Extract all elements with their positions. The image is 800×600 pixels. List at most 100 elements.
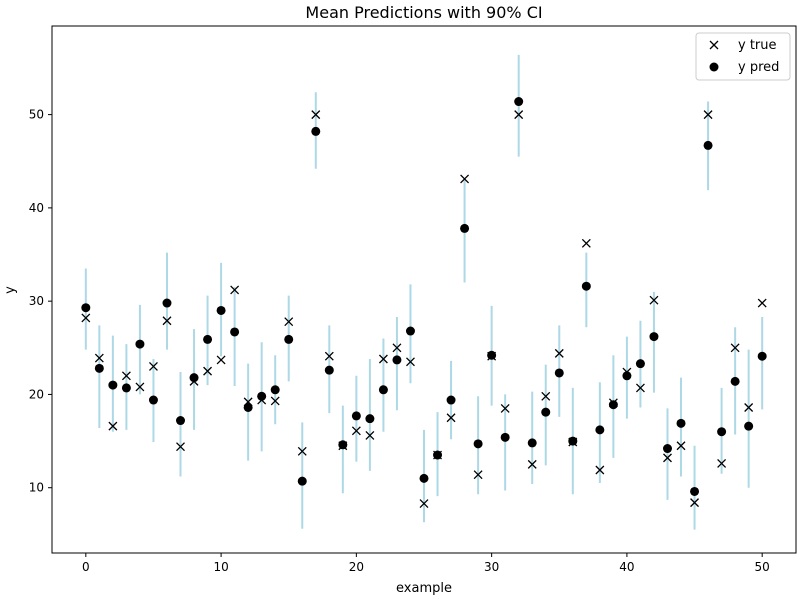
x-tick-label-40: 40: [619, 560, 634, 574]
legend: y true y pred: [695, 32, 791, 81]
y-tick-label-50: 50: [29, 108, 44, 122]
true-point-28: [460, 174, 470, 184]
pred-point-46: [703, 140, 713, 150]
true-point-48: [730, 343, 740, 353]
pred-point-23: [392, 355, 402, 365]
pred-point-20: [351, 411, 361, 421]
pred-point-5: [148, 395, 158, 405]
pred-point-27: [446, 395, 456, 405]
true-point-4: [135, 382, 145, 392]
pred-point-18: [324, 365, 334, 375]
pred-point-44: [676, 418, 686, 428]
pred-point-9: [203, 334, 213, 344]
pred-point-0: [81, 303, 91, 313]
true-point-35: [554, 348, 564, 358]
x-tick-label-20: 20: [349, 560, 364, 574]
pred-point-6: [162, 298, 172, 308]
true-point-50: [757, 298, 767, 308]
true-point-10: [216, 355, 226, 365]
pred-point-38: [595, 425, 605, 435]
pred-point-35: [554, 368, 564, 378]
pred-point-42: [649, 332, 659, 342]
legend-pred-label: y pred: [738, 60, 779, 75]
legend-pred-marker: [709, 62, 719, 72]
pred-point-14: [270, 385, 280, 395]
pred-point-24: [405, 326, 415, 336]
legend-true-marker: [709, 40, 719, 50]
pred-point-28: [460, 223, 470, 233]
pred-point-1: [94, 363, 104, 373]
true-point-3: [121, 371, 131, 381]
pred-point-3: [121, 383, 131, 393]
true-point-20: [351, 426, 361, 436]
true-point-43: [663, 453, 672, 463]
pred-point-13: [257, 391, 267, 401]
pred-point-8: [189, 373, 199, 383]
pred-point-17: [311, 126, 321, 136]
y-axis-label: y: [3, 286, 18, 294]
true-point-9: [203, 366, 213, 376]
pred-point-30: [487, 350, 497, 360]
pred-point-48: [730, 376, 740, 386]
x-tick-label-50: 50: [755, 560, 770, 574]
pred-point-47: [717, 427, 727, 437]
true-point-31: [500, 403, 510, 413]
legend-true-label: y true: [738, 38, 777, 53]
x-tick-label-0: 0: [82, 560, 90, 574]
true-point-5: [148, 361, 158, 371]
pred-point-41: [635, 359, 645, 369]
true-point-1: [94, 353, 104, 363]
true-point-37: [581, 238, 591, 248]
true-point-16: [297, 446, 307, 456]
x-tick-label-30: 30: [484, 560, 499, 574]
true-point-33: [527, 459, 537, 469]
chart-title: Mean Predictions with 90% CI: [305, 3, 542, 22]
true-point-46: [703, 110, 713, 120]
pred-point-36: [568, 436, 578, 446]
true-point-14: [270, 396, 280, 406]
plot-area: 0 10 20 30 40 50 10 20 30 40 50: [29, 25, 797, 574]
y-tick-label-40: 40: [29, 201, 44, 215]
pred-point-26: [433, 450, 443, 460]
true-point-29: [473, 470, 483, 480]
pred-point-43: [662, 444, 672, 454]
true-point-21: [365, 431, 375, 440]
pred-point-34: [541, 407, 551, 417]
true-point-0: [81, 313, 91, 323]
true-point-38: [595, 465, 605, 475]
pred-point-49: [744, 421, 754, 431]
true-point-32: [514, 110, 524, 120]
pred-point-10: [216, 305, 226, 315]
true-point-2: [108, 421, 118, 431]
pred-point-19: [338, 440, 348, 450]
true-point-15: [284, 317, 294, 327]
pred-point-29: [473, 439, 483, 449]
pred-point-2: [108, 380, 118, 390]
pred-point-21: [365, 414, 375, 424]
pred-point-40: [622, 371, 632, 381]
true-point-44: [676, 441, 686, 451]
true-point-42: [649, 295, 659, 305]
true-point-24: [406, 357, 415, 367]
pred-point-25: [419, 473, 429, 483]
pred-point-12: [243, 402, 253, 412]
pred-point-33: [527, 438, 537, 448]
y-tick-label-10: 10: [29, 481, 44, 495]
pred-point-22: [378, 385, 388, 395]
true-point-45: [690, 498, 700, 508]
true-point-22: [378, 354, 388, 364]
pred-point-31: [500, 432, 510, 442]
true-point-34: [541, 391, 551, 401]
true-point-25: [419, 499, 429, 509]
pred-point-11: [230, 327, 240, 337]
pred-point-7: [176, 416, 186, 426]
pred-point-45: [690, 486, 700, 496]
true-point-11: [230, 285, 240, 295]
true-point-41: [635, 383, 645, 393]
pred-point-15: [284, 334, 294, 344]
true-point-47: [717, 458, 727, 468]
pred-point-32: [514, 97, 524, 107]
axes-frame: [51, 25, 797, 554]
